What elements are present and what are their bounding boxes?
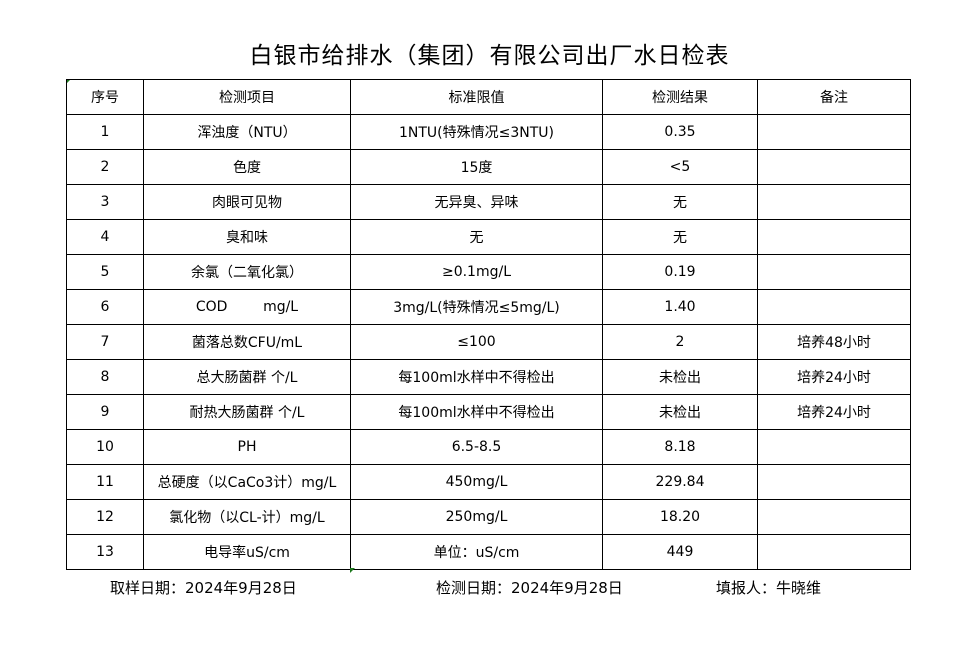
header-cell: 备注 <box>757 79 911 115</box>
test-result-cell: 449 <box>602 534 758 570</box>
row-number-cell: 11 <box>66 464 144 500</box>
table-row: 8 总大肠菌群 个/L 每100ml水样中不得检出 未检出 培养24小时 <box>66 359 911 395</box>
test-result-cell: 未检出 <box>602 394 758 430</box>
table-row: 2 色度 15度 <5 <box>66 149 911 185</box>
header-cell: 序号 <box>66 79 144 115</box>
test-item-cell: 色度 <box>143 149 351 185</box>
inspection-table: 序号 检测项目 标准限值 检测结果 备注 1 浑浊度（NTU） 1NTU(特殊情况≤… <box>66 79 911 570</box>
row-number-cell: 4 <box>66 219 144 255</box>
row-number-cell: 8 <box>66 359 144 395</box>
table-row: 11 总硬度（以CaCo3计）mg/L 450mg/L 229.84 <box>66 464 911 500</box>
standard-limit-cell: 6.5-8.5 <box>350 429 603 465</box>
table-header-row: 序号 检测项目 标准限值 检测结果 备注 <box>66 79 911 115</box>
standard-limit-cell: 15度 <box>350 149 603 185</box>
standard-limit-cell: 3mg/L(特殊情况≤5mg/L) <box>350 289 603 325</box>
test-result-cell: 0.35 <box>602 114 758 150</box>
remark-cell <box>757 464 911 500</box>
row-number-cell: 12 <box>66 499 144 535</box>
test-date: 检测日期：2024年9月28日 <box>436 579 623 597</box>
remark-cell <box>757 114 911 150</box>
remark-cell <box>757 289 911 325</box>
row-number-cell: 9 <box>66 394 144 430</box>
test-item-cell: 耐热大肠菌群 个/L <box>143 394 351 430</box>
table-row: 1 浑浊度（NTU） 1NTU(特殊情况≤3NTU) 0.35 <box>66 114 911 150</box>
test-item-cell: 氯化物（以CL-计）mg/L <box>143 499 351 535</box>
remark-cell <box>757 429 911 465</box>
standard-limit-cell: 单位：uS/cm <box>350 534 603 570</box>
standard-limit-cell: 无异臭、异味 <box>350 184 603 220</box>
remark-cell <box>757 149 911 185</box>
row-number-cell: 3 <box>66 184 144 220</box>
test-item-cell: 余氯（二氧化氯） <box>143 254 351 290</box>
test-item-cell: 电导率uS/cm <box>143 534 351 570</box>
standard-limit-cell: 250mg/L <box>350 499 603 535</box>
test-result-cell: 18.20 <box>602 499 758 535</box>
remark-cell <box>757 184 911 220</box>
sampling-date: 取样日期：2024年9月28日 <box>110 579 297 597</box>
table-row: 12 氯化物（以CL-计）mg/L 250mg/L 18.20 <box>66 499 911 535</box>
standard-limit-cell: 450mg/L <box>350 464 603 500</box>
row-number-cell: 5 <box>66 254 144 290</box>
test-result-cell: 无 <box>602 219 758 255</box>
table-row: 5 余氯（二氧化氯） ≥0.1mg/L 0.19 <box>66 254 911 290</box>
header-cell: 检测项目 <box>143 79 351 115</box>
row-number-cell: 2 <box>66 149 144 185</box>
test-item-cell: COD mg/L <box>143 289 351 325</box>
table-row: 6 COD mg/L 3mg/L(特殊情况≤5mg/L) 1.40 <box>66 289 911 325</box>
test-result-cell: 229.84 <box>602 464 758 500</box>
table-row: 7 菌落总数CFU/mL ≤100 2 培养48小时 <box>66 324 911 360</box>
cell-marker <box>350 568 355 573</box>
row-number-cell: 7 <box>66 324 144 360</box>
test-result-cell: 8.18 <box>602 429 758 465</box>
standard-limit-cell: 每100ml水样中不得检出 <box>350 359 603 395</box>
standard-limit-cell: ≥0.1mg/L <box>350 254 603 290</box>
remark-cell <box>757 534 911 570</box>
remark-cell: 培养24小时 <box>757 359 911 395</box>
table-row: 10 PH 6.5-8.5 8.18 <box>66 429 911 465</box>
test-result-cell: <5 <box>602 149 758 185</box>
test-result-cell: 无 <box>602 184 758 220</box>
table-row: 9 耐热大肠菌群 个/L 每100ml水样中不得检出 未检出 培养24小时 <box>66 394 911 430</box>
row-number-cell: 6 <box>66 289 144 325</box>
test-item-cell: PH <box>143 429 351 465</box>
header-cell: 检测结果 <box>602 79 758 115</box>
remark-cell <box>757 219 911 255</box>
test-result-cell: 2 <box>602 324 758 360</box>
header-cell: 标准限值 <box>350 79 603 115</box>
row-number-cell: 10 <box>66 429 144 465</box>
test-item-cell: 肉眼可见物 <box>143 184 351 220</box>
remark-cell: 培养24小时 <box>757 394 911 430</box>
test-result-cell: 未检出 <box>602 359 758 395</box>
test-item-cell: 总大肠菌群 个/L <box>143 359 351 395</box>
table-row: 3 肉眼可见物 无异臭、异味无 <box>66 184 911 220</box>
test-item-cell: 总硬度（以CaCo3计）mg/L <box>143 464 351 500</box>
test-result-cell: 1.40 <box>602 289 758 325</box>
reporter: 填报人：牛晓维 <box>716 579 822 597</box>
remark-cell <box>757 499 911 535</box>
standard-limit-cell: 1NTU(特殊情况≤3NTU) <box>350 114 603 150</box>
remark-cell: 培养48小时 <box>757 324 911 360</box>
row-number-cell: 1 <box>66 114 144 150</box>
test-item-cell: 菌落总数CFU/mL <box>143 324 351 360</box>
standard-limit-cell: 无 <box>350 219 603 255</box>
test-item-cell: 臭和味 <box>143 219 351 255</box>
standard-limit-cell: ≤100 <box>350 324 603 360</box>
table-row: 13 电导率uS/cm 单位：uS/cm 449 <box>66 534 911 570</box>
row-number-cell: 13 <box>66 534 144 570</box>
remark-cell <box>757 254 911 290</box>
table-row: 4 臭和味无无 <box>66 219 911 255</box>
document-title: 白银市给排水（集团）有限公司出厂水日检表 <box>249 43 730 69</box>
standard-limit-cell: 每100ml水样中不得检出 <box>350 394 603 430</box>
test-item-cell: 浑浊度（NTU） <box>143 114 351 150</box>
test-result-cell: 0.19 <box>602 254 758 290</box>
